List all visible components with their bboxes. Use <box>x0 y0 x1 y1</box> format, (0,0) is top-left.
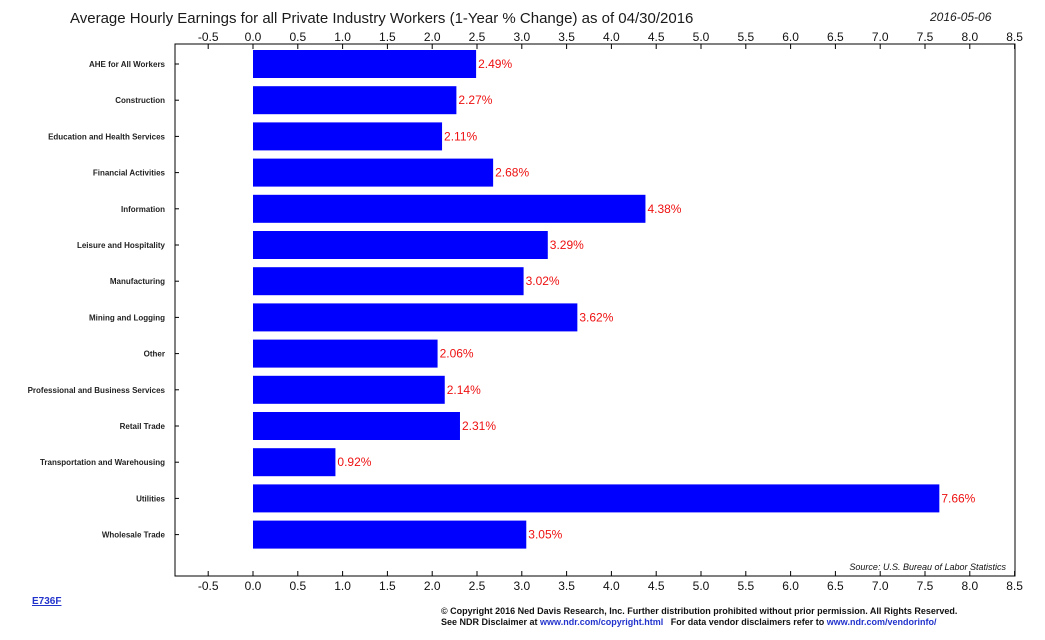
disclaimer-line: See NDR Disclaimer at www.ndr.com/copyri… <box>441 617 957 628</box>
bar <box>253 375 445 404</box>
bar <box>253 231 548 259</box>
bar <box>253 86 457 115</box>
category-label: Retail Trade <box>120 422 166 431</box>
data-label: 4.38% <box>647 202 681 216</box>
x-tick-label-bottom: 1.5 <box>379 579 396 593</box>
x-tick-label-top: 8.5 <box>1006 30 1023 44</box>
x-tick-label-bottom: 4.5 <box>648 579 665 593</box>
bar <box>253 50 477 78</box>
x-tick-label-bottom: 5.0 <box>693 579 710 593</box>
x-tick-label-bottom: 3.5 <box>558 579 575 593</box>
bar <box>253 194 646 223</box>
data-label: 3.02% <box>526 274 560 288</box>
data-label: 2.06% <box>440 347 474 361</box>
x-tick-label-bottom: 1.0 <box>334 579 351 593</box>
x-tick-label-top: 1.0 <box>334 30 351 44</box>
x-tick-label-bottom: 0.0 <box>245 579 262 593</box>
bar <box>253 267 524 296</box>
category-label: Financial Activities <box>93 169 166 178</box>
data-label: 2.14% <box>447 383 481 397</box>
category-label: Mining and Logging <box>89 313 165 322</box>
bar <box>253 412 460 440</box>
x-tick-label-top: 3.0 <box>513 30 530 44</box>
x-tick-label-bottom: 3.0 <box>513 579 530 593</box>
x-tick-label-bottom: 8.5 <box>1006 579 1023 593</box>
bar <box>253 484 940 513</box>
x-tick-label-top: 4.0 <box>603 30 620 44</box>
bar <box>253 122 443 151</box>
x-tick-label-top: 0.5 <box>289 30 306 44</box>
x-tick-label-bottom: -0.5 <box>198 579 219 593</box>
chart-date: 2016-05-06 <box>930 10 992 24</box>
disclaimer-prefix: See NDR Disclaimer at <box>441 617 541 627</box>
source-note: Source: U.S. Bureau of Labor Statistics <box>849 562 1006 572</box>
data-label: 2.31% <box>462 419 496 433</box>
bar <box>253 520 527 549</box>
category-label: Construction <box>115 96 165 105</box>
category-label: Information <box>121 205 165 214</box>
x-tick-label-top: 6.0 <box>782 30 799 44</box>
vendor-prefix: For data vendor disclaimers refer to <box>663 617 827 627</box>
x-tick-label-bottom: 7.0 <box>872 579 889 593</box>
category-label: Other <box>144 350 165 359</box>
x-tick-label-top: 4.5 <box>648 30 665 44</box>
category-label: Manufacturing <box>110 277 165 286</box>
data-label: 3.62% <box>579 310 613 324</box>
bar <box>253 158 494 187</box>
x-tick-label-top: 5.0 <box>693 30 710 44</box>
data-label: 7.66% <box>941 491 975 505</box>
bar <box>253 303 578 332</box>
data-label: 2.49% <box>478 57 512 71</box>
x-tick-label-top: -0.5 <box>198 30 219 44</box>
copyright-line: © Copyright 2016 Ned Davis Research, Inc… <box>441 606 958 616</box>
category-label: Leisure and Hospitality <box>77 241 166 250</box>
x-tick-label-bottom: 6.5 <box>827 579 844 593</box>
category-label: Wholesale Trade <box>102 531 166 540</box>
data-label: 3.29% <box>550 238 584 252</box>
category-label: AHE for All Workers <box>89 60 166 69</box>
x-tick-label-bottom: 8.0 <box>961 579 978 593</box>
data-label: 3.05% <box>528 528 562 542</box>
category-label: Transportation and Warehousing <box>40 458 165 467</box>
x-tick-label-top: 0.0 <box>245 30 262 44</box>
x-tick-label-top: 7.5 <box>917 30 934 44</box>
data-label: 0.92% <box>337 455 371 469</box>
x-tick-label-bottom: 7.5 <box>917 579 934 593</box>
data-label: 2.27% <box>458 93 492 107</box>
category-label: Utilities <box>136 494 165 503</box>
bar <box>253 448 336 477</box>
x-tick-label-bottom: 2.5 <box>469 579 486 593</box>
x-tick-label-top: 5.5 <box>737 30 754 44</box>
x-tick-label-bottom: 4.0 <box>603 579 620 593</box>
x-tick-label-top: 1.5 <box>379 30 396 44</box>
data-label: 2.68% <box>495 166 529 180</box>
x-tick-label-bottom: 5.5 <box>737 579 754 593</box>
x-tick-label-top: 6.5 <box>827 30 844 44</box>
x-tick-label-bottom: 6.0 <box>782 579 799 593</box>
x-tick-label-bottom: 2.0 <box>424 579 441 593</box>
x-tick-label-top: 2.0 <box>424 30 441 44</box>
x-tick-label-bottom: 0.5 <box>289 579 306 593</box>
disclaimer-link[interactable]: www.ndr.com/copyright.html <box>540 617 664 627</box>
data-label: 2.11% <box>444 129 477 143</box>
bar <box>253 339 438 368</box>
plot-frame <box>174 43 1016 577</box>
x-tick-label-top: 7.0 <box>872 30 889 44</box>
x-tick-label-top: 3.5 <box>558 30 575 44</box>
copyright-notice: © Copyright 2016 Ned Davis Research, Inc… <box>441 606 957 628</box>
category-label: Professional and Business Services <box>28 386 166 395</box>
chart-code-link[interactable]: E736F <box>32 596 62 607</box>
chart-title: Average Hourly Earnings for all Private … <box>70 10 694 27</box>
vendor-link[interactable]: www.ndr.com/vendorinfo/ <box>826 617 937 627</box>
x-tick-label-top: 8.0 <box>961 30 978 44</box>
category-label: Education and Health Services <box>48 132 165 141</box>
x-tick-label-top: 2.5 <box>469 30 486 44</box>
